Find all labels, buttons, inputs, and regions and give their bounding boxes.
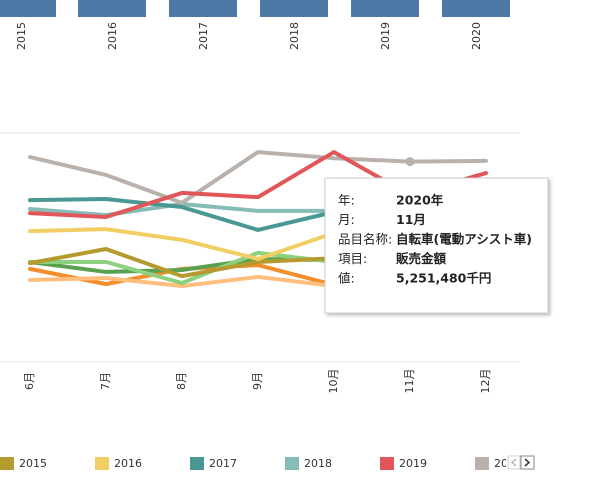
top-bars: 2015 2016 2017 2018 2019 2020: [0, 0, 510, 50]
column-label: 2015: [15, 22, 28, 50]
arrow-icon: [510, 458, 517, 467]
legend-swatch: [285, 457, 299, 470]
column-label: 2018: [288, 22, 301, 50]
x-tick-label: 10月: [327, 369, 340, 394]
legend-swatch: [190, 457, 204, 470]
legend-label: 2017: [209, 457, 237, 470]
tooltip-value: 自転車(電動アシスト車): [396, 232, 532, 247]
arrow-icon: [524, 458, 531, 467]
x-tick-label: 11月: [403, 369, 416, 394]
column-label: 2019: [379, 22, 392, 50]
tooltip-box: [324, 177, 549, 314]
scroll-left[interactable]: [507, 455, 521, 470]
highlight-point: [405, 157, 415, 167]
legend-swatch: [380, 457, 394, 470]
column-label: 2020: [470, 22, 483, 50]
tooltip-value: 販売金額: [396, 251, 447, 266]
bar-top: [78, 0, 146, 17]
legend: 2015 2016 2017 2018 2019 2020: [0, 457, 522, 470]
tooltip-value: 11月: [396, 212, 426, 227]
bar-top: [0, 0, 56, 17]
x-tick-label: 12月: [479, 369, 492, 394]
legend-swatch: [475, 457, 489, 470]
tooltip-value: 5,251,480千円: [396, 271, 491, 286]
tooltip-key: 項目:: [338, 251, 367, 266]
legend-label: 2020: [494, 457, 522, 470]
legend-label: 2016: [114, 457, 142, 470]
legend-swatch: [95, 457, 109, 470]
column-label: 2017: [197, 22, 210, 50]
x-tick-label: 9月: [251, 372, 264, 390]
legend-label: 2015: [19, 457, 47, 470]
x-tick-label: 7月: [99, 372, 112, 390]
column-label: 2016: [106, 22, 119, 50]
bar-top: [351, 0, 419, 17]
tooltip-key: 月:: [338, 212, 355, 227]
tooltip-key: 値:: [338, 271, 355, 286]
tooltip-key: 年:: [338, 193, 355, 208]
tooltip-value: 2020年: [396, 193, 444, 208]
bar-top: [442, 0, 510, 17]
x-tick-label: 6月: [23, 372, 36, 390]
tooltip-key: 品目名称:: [338, 232, 392, 247]
legend-swatch: [0, 457, 14, 470]
x-tick-label: 8月: [175, 372, 188, 390]
bar-top: [260, 0, 328, 17]
legend-label: 2018: [304, 457, 332, 470]
legend-label: 2019: [399, 457, 427, 470]
legend-scroll: [507, 455, 535, 470]
bar-top: [169, 0, 237, 17]
scroll-right[interactable]: [520, 455, 535, 470]
